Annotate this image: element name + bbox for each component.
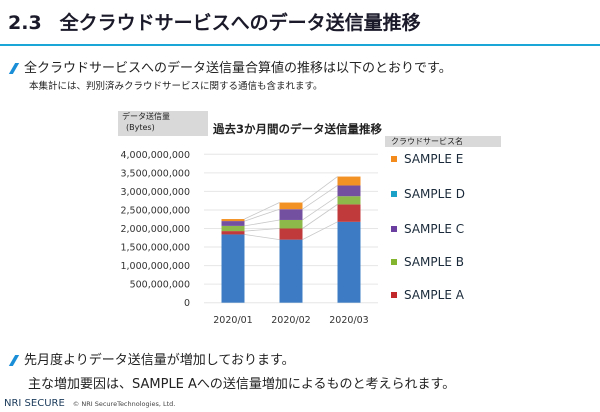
legend-label: SAMPLE D xyxy=(404,187,465,201)
legend-item: SAMPLE A xyxy=(391,288,464,302)
legend-swatch xyxy=(391,226,397,232)
x-tick-label: 2020/03 xyxy=(329,315,368,326)
bar-segment-sample-d xyxy=(279,239,303,303)
bar-segment-sample-a xyxy=(337,204,361,222)
bar-segment-sample-e xyxy=(279,202,303,210)
summary-line2: 主な増加要因は、SAMPLE Aへの送信量増加によるものと考えられます。 xyxy=(28,377,456,392)
bar-segment-sample-d xyxy=(221,234,245,303)
y-tick-label: 3,500,000,000 xyxy=(120,168,190,179)
bar-segment-sample-b xyxy=(221,225,245,232)
bar-segment-sample-e xyxy=(337,176,361,186)
series-connector-line xyxy=(244,208,280,222)
company-logo: NRI SECURE xyxy=(4,398,65,409)
y-tick-label: 2,500,000,000 xyxy=(120,205,190,216)
legend-swatch xyxy=(391,191,397,197)
y-tick-label: 1,000,000,000 xyxy=(120,261,190,272)
legend-item: SAMPLE D xyxy=(391,187,465,201)
series-connector-line xyxy=(302,204,338,229)
y-axis-label-line: データ送信量 xyxy=(122,112,170,121)
legend-title: クラウドサービス名 xyxy=(385,136,501,147)
section-number: 2.3 xyxy=(8,12,42,34)
legend-label: SAMPLE C xyxy=(404,222,465,236)
series-connector-line xyxy=(302,221,338,240)
series-connector-line xyxy=(302,195,338,221)
series-connector-line xyxy=(244,219,280,227)
bar-segment-sample-a xyxy=(221,231,245,235)
section-title: 全クラウドサービスへのデータ送信量推移 xyxy=(59,12,421,34)
y-tick-label: 3,000,000,000 xyxy=(120,187,190,198)
bullet-slash-icon xyxy=(8,63,20,74)
series-connector-line xyxy=(244,202,280,220)
legend-swatch xyxy=(391,292,397,298)
bar-segment-sample-d xyxy=(337,221,361,303)
y-tick-label: 4,000,000,000 xyxy=(120,150,190,161)
legend-label: SAMPLE A xyxy=(404,288,464,302)
intro-text: 全クラウドサービスへのデータ送信量合算値の推移は以下のとおりです。 xyxy=(24,61,452,76)
legend-item: SAMPLE E xyxy=(391,152,463,166)
bar-segment-sample-c xyxy=(337,185,361,197)
series-connector-line xyxy=(244,234,280,241)
intro-note: 本集計には、判別済みクラウドサービスに関する通信も含まれます。 xyxy=(29,81,323,92)
x-tick-label: 2020/02 xyxy=(271,315,310,326)
bar-segment-sample-c xyxy=(221,221,245,226)
legend-label: SAMPLE E xyxy=(404,152,464,166)
intro-bullet: 全クラウドサービスへのデータ送信量合算値の推移は以下のとおりです。 xyxy=(8,57,452,76)
summary-line1: 先月度よりデータ送信量が増加しております。 xyxy=(24,353,295,368)
bar-segment-sample-a xyxy=(279,228,303,240)
bar-segment-sample-e xyxy=(221,219,245,222)
series-connector-line xyxy=(302,176,338,203)
summary-bullet: 先月度よりデータ送信量が増加しております。 xyxy=(8,349,295,368)
bar-segment-sample-c xyxy=(279,209,303,220)
series-connector-line xyxy=(244,228,280,232)
legend-swatch xyxy=(391,156,397,162)
y-axis-label: データ送信量 (Bytes) xyxy=(118,111,208,136)
stacked-bar-chart: 0 500,000,000 1,000,000,000 1,500,000,000 2,… xyxy=(120,150,378,326)
title-divider xyxy=(0,44,600,46)
legend-item: SAMPLE C xyxy=(391,222,464,236)
footer: NRI SECURE © NRI SecureTechnologies, Ltd. xyxy=(4,398,175,409)
legend-item: SAMPLE B xyxy=(391,255,464,269)
legend-swatch xyxy=(391,259,397,265)
chart-title: 過去3か月間のデータ送信量推移 xyxy=(213,122,382,136)
y-tick-label: 1,500,000,000 xyxy=(120,243,190,254)
y-tick-label: 0 xyxy=(184,298,190,309)
y-tick-label: 500,000,000 xyxy=(130,280,190,291)
bar-segment-sample-b xyxy=(279,219,303,229)
page-title: 2.3 全クラウドサービスへのデータ送信量推移 xyxy=(8,8,421,35)
copyright: © NRI SecureTechnologies, Ltd. xyxy=(72,399,176,408)
series-connector-line xyxy=(302,185,338,210)
x-tick-label: 2020/01 xyxy=(213,315,252,326)
y-axis-label-unit: (Bytes) xyxy=(126,123,155,132)
legend-label: SAMPLE B xyxy=(404,255,464,269)
y-tick-label: 2,000,000,000 xyxy=(120,224,190,235)
bullet-slash-icon xyxy=(8,355,20,366)
bar-segment-sample-b xyxy=(337,196,361,205)
